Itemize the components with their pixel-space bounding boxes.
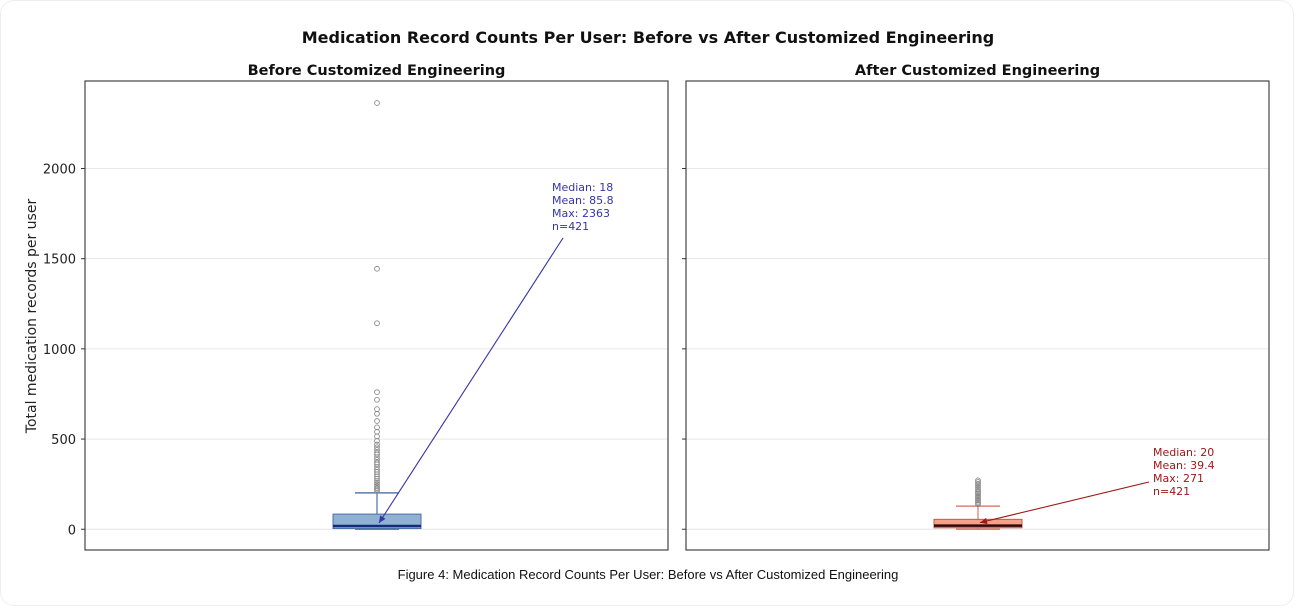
outlier-point [975,486,981,493]
annotation-line: Max: 2363 [552,207,610,220]
panel-title: After Customized Engineering [855,63,1100,79]
annotation-line: Max: 271 [1153,472,1204,485]
outlier-point [374,451,380,458]
outlier-point [374,410,380,417]
panels-group: 0 500 1000 1500 2000 Before Customized Engine… [43,63,1270,551]
y-tick-label: 2000 [43,162,76,177]
panel-after: After Customized Engineering Median: 20 Me… [682,63,1270,551]
y-tick-label: 500 [51,433,76,448]
outlier-point [975,480,981,487]
annotation-line: n=421 [1153,485,1190,498]
annotation-arrowhead [980,517,988,525]
outlier-point [374,438,380,444]
outlier-point [374,479,380,486]
chart-title: Medication Record Counts Per User: Befor… [302,28,995,47]
plot-frame [84,80,669,551]
outlier-point [374,454,380,460]
stats-annotation: Median: 20 Mean: 39.4 Max: 271 n=421 [1153,446,1215,498]
stats-annotation: Median: 18 Mean: 85.8 Max: 2363 n=421 [552,181,614,233]
outlier-point [374,396,380,403]
outlier-point [374,418,380,424]
outlier-point [374,100,380,106]
panel-before: 0 500 1000 1500 2000 Before Customized Engine… [43,63,669,551]
panel-title: Before Customized Engineering [248,63,506,79]
annotation-arrow [378,237,564,524]
outlier-point [374,473,380,480]
outlier-point [374,265,380,272]
outlier-point [374,488,380,494]
y-axis-label: Total medication records per user [24,199,40,435]
annotation-arrowhead [379,515,386,524]
box-plot-figure: Medication Record Counts Per User: Befor… [24,28,1270,551]
y-tick-label: 1500 [43,253,76,268]
outlier-point [975,501,981,508]
annotation-line: n=421 [552,220,589,233]
outlier-point [374,461,380,468]
y-tick-label: 1000 [43,343,76,358]
outlier-point [374,478,380,484]
annotation-line: Mean: 39.4 [1153,459,1215,472]
outlier-point [374,320,380,327]
iqr-box [933,518,1023,529]
outlier-point [374,475,380,482]
annotation-line: Median: 18 [552,181,613,194]
plot-frame [685,80,1270,551]
outlier-point [975,482,981,489]
annotation-line: Median: 20 [1153,446,1214,459]
outlier-point [975,479,981,485]
outlier-point [374,389,380,396]
figure-caption: Figure 4: Medication Record Counts Per U… [397,567,899,582]
annotation-line: Mean: 85.8 [552,194,614,207]
outlier-point [374,406,380,412]
annotation-arrow [979,481,1150,524]
outlier-point [374,441,380,448]
outlier-point [374,444,380,451]
y-tick-label: 0 [68,523,76,538]
